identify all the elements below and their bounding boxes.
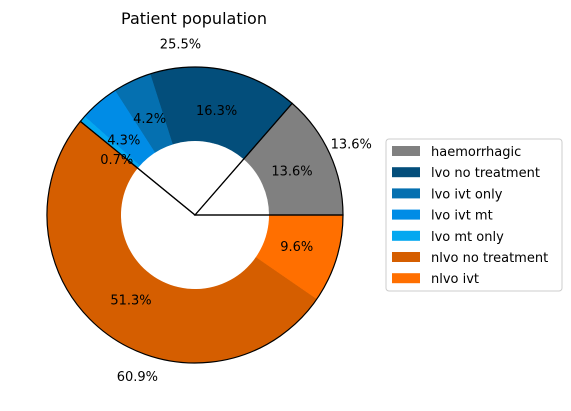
- slice-label: 51.3%: [110, 294, 151, 309]
- legend-swatch-lvo-mt-only: [392, 230, 420, 241]
- slice-label: 0.7%: [100, 153, 133, 168]
- center-fill-lvo: [137, 141, 244, 215]
- legend-frame: [385, 138, 563, 292]
- group-label-lvo: 25.5%: [160, 37, 201, 52]
- group-outline-nlvo: [46, 120, 344, 364]
- legend-label-lvo-ivt-only: lvo ivt only: [431, 187, 503, 202]
- slice-label: 4.2%: [133, 112, 166, 127]
- legend-swatch-nlvo-no-treatment: [392, 252, 420, 262]
- center-fill-nlvo: [120, 168, 269, 289]
- legend-label-nlvo-ivt: nlvo ivt: [431, 272, 479, 287]
- legend-swatch-haemorrhagic: [392, 146, 420, 156]
- legend-label-lvo-ivt-mt: lvo ivt mt: [431, 209, 493, 224]
- group-outline-lvo: [79, 66, 294, 216]
- group-label-nlvo: 60.9%: [117, 370, 158, 385]
- center-fill-haemorrhagic: [195, 159, 269, 215]
- group-label-haemorrhagic: 13.6%: [331, 137, 372, 152]
- slice-label: 9.6%: [280, 240, 313, 255]
- group-outline-haemorrhagic: [193, 102, 344, 216]
- slice-label: 16.3%: [196, 104, 237, 119]
- legend: haemorrhagic lvo no treatment lvo ivt only…: [385, 138, 563, 292]
- legend-label-haemorrhagic: haemorrhagic: [431, 145, 521, 160]
- legend-swatch-lvo-ivt-only: [392, 188, 420, 199]
- slice-label: 13.6%: [271, 164, 312, 179]
- group-outline: [46, 66, 344, 364]
- legend-swatch-nlvo-ivt: [392, 273, 420, 284]
- legend-label-lvo-mt-only: lvo mt only: [431, 230, 504, 245]
- chart-title: Patient population: [121, 9, 267, 28]
- legend-swatch-lvo-ivt-mt: [392, 209, 420, 220]
- legend-label-lvo-no-treatment: lvo no treatment: [431, 166, 540, 181]
- legend-swatch-lvo-no-treatment: [392, 167, 420, 178]
- legend-label-nlvo-no-treatment: nlvo no treatment: [431, 251, 548, 266]
- labels-group: 13.6% 16.3% 4.2% 4.3% 0.7% 51.3% 9.6% 13.6% 25.5…: [100, 37, 372, 385]
- slice-label: 4.3%: [107, 133, 140, 148]
